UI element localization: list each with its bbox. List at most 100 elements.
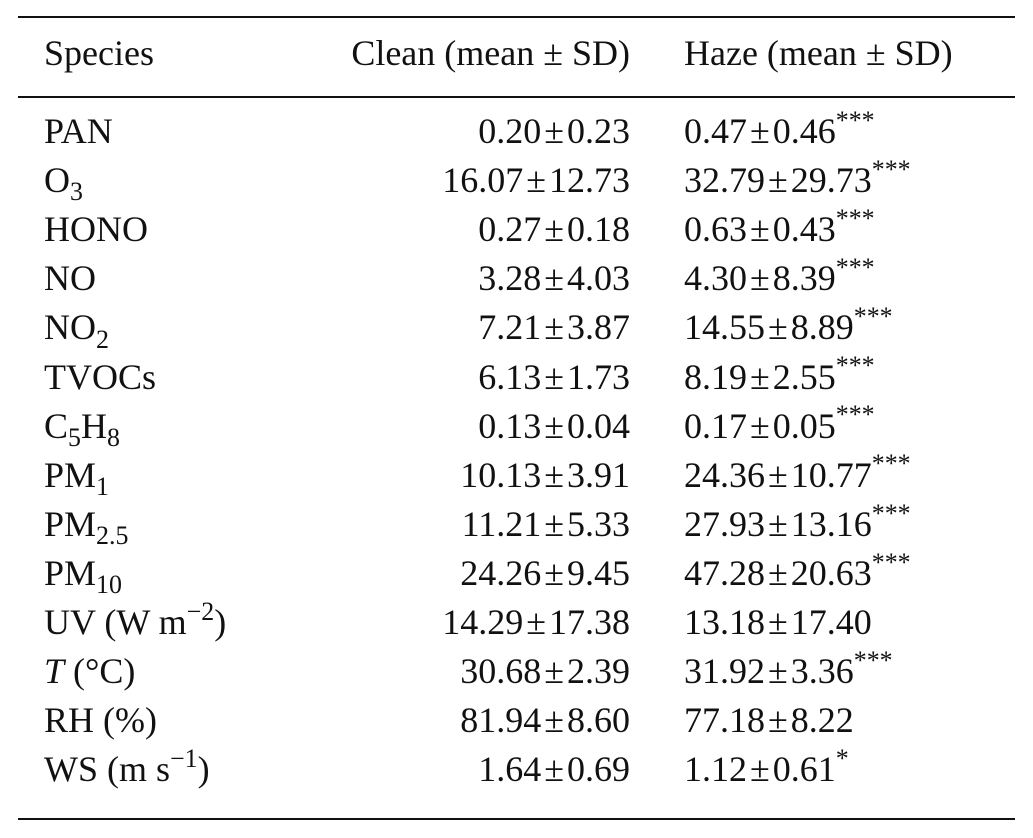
table-row: WS (m s−1) 1.64±0.69 1.12±0.61*	[0, 744, 1033, 794]
clean-value-cell: 11.21±5.33	[462, 499, 630, 549]
clean-mean: 0.27	[478, 209, 542, 250]
plus-minus: ±	[768, 651, 788, 692]
table-row: C5H8 0.13±0.04 0.17±0.05***	[0, 401, 1033, 451]
clean-mean: 3.28	[478, 258, 542, 299]
species-base: H	[80, 405, 107, 446]
plus-minus: ±	[544, 405, 564, 446]
species-base: NO	[44, 307, 96, 348]
species-base: RH (%)	[44, 700, 157, 741]
clean-mean: 30.68	[460, 651, 542, 692]
haze-mean: 14.55	[684, 307, 765, 348]
species-unit: )	[214, 602, 227, 642]
species-cell: C5H8	[44, 401, 120, 451]
header-haze: Haze (mean ± SD)	[684, 33, 953, 73]
clean-mean: 81.94	[460, 700, 542, 741]
haze-mean: 0.17	[684, 405, 747, 446]
species-base: C	[44, 405, 69, 446]
clean-sd: 2.39	[567, 651, 630, 692]
significance-marker: *	[835, 744, 849, 774]
plus-minus: ±	[544, 111, 564, 151]
species-cell: PM10	[44, 548, 122, 598]
clean-sd: 1.73	[567, 356, 630, 397]
clean-sd: 0.18	[567, 209, 630, 250]
clean-sd: 12.73	[549, 160, 630, 201]
plus-minus: ±	[768, 160, 788, 201]
plus-minus: ±	[544, 356, 564, 397]
species-base: TVOCs	[44, 356, 157, 397]
significance-marker: ***	[871, 154, 911, 184]
clean-value-cell: 7.21±3.87	[478, 302, 630, 352]
haze-value-cell: 27.93±13.16***	[684, 499, 911, 549]
table-row: O3 16.07±12.73 32.79±29.73***	[0, 155, 1033, 205]
clean-sd: 5.33	[567, 503, 630, 544]
species-base: UV (W m	[44, 602, 187, 642]
haze-mean: 8.19	[684, 356, 747, 397]
significance-marker: ***	[835, 105, 875, 135]
haze-sd: 8.89	[790, 307, 854, 348]
plus-minus: ±	[768, 700, 788, 741]
significance-marker: ***	[871, 547, 911, 577]
plus-minus: ±	[544, 552, 564, 593]
bottom-rule	[18, 818, 1015, 820]
clean-mean: 7.21	[478, 307, 542, 348]
plus-minus: ±	[750, 749, 770, 790]
clean-sd: 0.23	[567, 111, 630, 151]
plus-minus: ±	[750, 209, 770, 250]
clean-value-cell: 24.26±9.45	[460, 548, 630, 598]
haze-sd: 13.16	[790, 503, 872, 544]
species-base: NO	[44, 258, 96, 299]
header-species: Species	[44, 33, 154, 73]
clean-sd: 17.38	[549, 602, 630, 642]
table-row: NO2 7.21±3.87 14.55±8.89***	[0, 302, 1033, 352]
species-cell: RH (%)	[44, 695, 157, 745]
species-cell: NO2	[44, 302, 109, 352]
significance-marker: ***	[871, 498, 911, 528]
species-cell: O3	[44, 155, 83, 205]
haze-sd: 2.55	[772, 356, 836, 397]
table-row: T (°C) 30.68±2.39 31.92±3.36***	[0, 646, 1033, 696]
species-subscript: 2	[96, 324, 109, 354]
plus-minus: ±	[750, 258, 770, 299]
species-cell: WS (m s−1)	[44, 744, 210, 794]
clean-mean: 1.64	[478, 749, 542, 790]
species-superscript: −2	[186, 596, 215, 626]
clean-value-cell: 16.07±12.73	[442, 155, 630, 205]
species-cell: T (°C)	[44, 646, 135, 696]
significance-marker: ***	[853, 302, 893, 332]
clean-mean: 11.21	[461, 503, 542, 544]
plus-minus: ±	[544, 700, 564, 741]
plus-minus: ±	[750, 405, 770, 446]
species-superscript: −1	[170, 744, 198, 774]
clean-sd: 4.03	[567, 258, 630, 299]
haze-sd: 0.43	[772, 209, 836, 250]
plus-minus: ±	[526, 160, 546, 201]
plus-minus: ±	[544, 454, 564, 495]
haze-value-cell: 13.18±17.40	[684, 597, 872, 647]
haze-mean: 47.28	[684, 552, 765, 593]
table-row: HONO 0.27±0.18 0.63±0.43***	[0, 204, 1033, 254]
haze-value-cell: 0.47±0.46***	[684, 106, 875, 156]
haze-value-cell: 32.79±29.73***	[684, 155, 911, 205]
plus-minus: ±	[768, 307, 788, 348]
significance-marker: ***	[835, 253, 875, 283]
haze-sd: 0.61	[772, 749, 836, 790]
plus-minus: ±	[768, 552, 788, 593]
plus-minus: ±	[768, 454, 788, 495]
plus-minus: ±	[750, 356, 770, 397]
clean-mean: 16.07	[442, 160, 524, 201]
species-cell: UV (W m−2)	[44, 597, 226, 647]
species-unit: (°C)	[64, 651, 136, 692]
species-unit: )	[197, 749, 210, 790]
clean-value-cell: 0.20±0.23	[478, 106, 630, 156]
haze-sd: 8.39	[772, 258, 836, 299]
species-base: PM	[44, 454, 97, 495]
clean-mean: 10.13	[460, 454, 542, 495]
species-subscript: 3	[70, 177, 83, 207]
clean-sd: 3.87	[567, 307, 630, 348]
haze-mean: 27.93	[684, 503, 765, 544]
species-subscript: 10	[96, 570, 122, 600]
haze-value-cell: 0.17±0.05***	[684, 401, 875, 451]
species-cell: PAN	[44, 106, 113, 156]
species-subscript: 8	[106, 422, 120, 452]
